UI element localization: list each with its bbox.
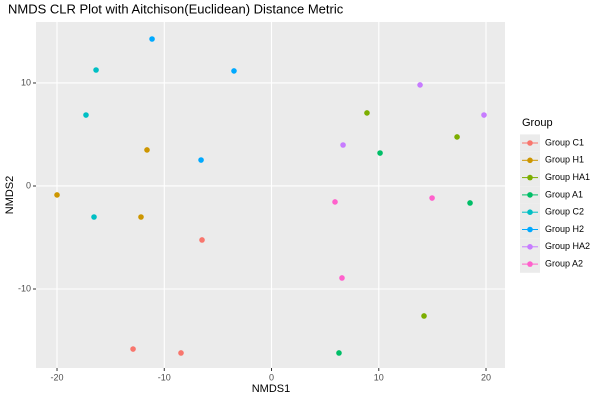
point xyxy=(199,237,205,243)
x-tick-label: -10 xyxy=(158,372,171,382)
point xyxy=(198,157,204,163)
legend-marker xyxy=(527,226,533,233)
y-tick-label: 0 xyxy=(26,180,31,190)
legend-label: Group HA1 xyxy=(545,172,590,182)
y-axis-label: NMDS2 xyxy=(4,176,16,215)
point xyxy=(93,67,99,73)
point xyxy=(178,350,184,356)
point xyxy=(231,68,237,74)
point xyxy=(377,150,383,156)
point xyxy=(417,82,423,88)
legend-label: Group A2 xyxy=(545,258,583,268)
point xyxy=(421,313,427,319)
x-axis-label: NMDS1 xyxy=(252,383,291,395)
legend-label: Group H2 xyxy=(545,224,584,234)
point xyxy=(83,112,89,118)
legend-label: Group C2 xyxy=(545,207,584,217)
legend-marker xyxy=(527,140,533,146)
legend-marker xyxy=(527,192,533,198)
point xyxy=(339,275,345,281)
x-tick-label: 10 xyxy=(374,372,384,382)
point xyxy=(467,200,473,206)
point xyxy=(138,214,144,220)
legend-label: Group HA2 xyxy=(545,241,590,251)
point xyxy=(332,199,338,205)
chart-title: NMDS CLR Plot with Aitchison(Euclidean) … xyxy=(8,1,344,16)
x-tick-label: -20 xyxy=(51,372,64,382)
y-tick-label: -10 xyxy=(18,283,31,293)
point xyxy=(144,147,150,153)
legend-title: Group xyxy=(522,117,553,129)
point xyxy=(340,142,346,148)
x-tick-label: 20 xyxy=(481,372,491,382)
point xyxy=(91,214,97,220)
legend-marker xyxy=(527,261,533,267)
legend-marker xyxy=(527,174,533,181)
point xyxy=(336,350,342,356)
point xyxy=(454,134,460,140)
legend-marker xyxy=(527,244,533,250)
point xyxy=(130,346,136,352)
point xyxy=(364,110,370,116)
point xyxy=(429,195,435,201)
point xyxy=(481,112,487,118)
legend-label: Group H1 xyxy=(545,155,584,165)
point xyxy=(54,192,60,198)
legend-label: Group A1 xyxy=(545,189,583,199)
legend-label: Group C1 xyxy=(545,137,584,147)
x-tick-label: 0 xyxy=(269,372,274,382)
panel xyxy=(36,22,505,368)
legend-marker xyxy=(527,209,533,215)
legend-marker xyxy=(527,157,533,164)
y-tick-label: 10 xyxy=(21,77,31,87)
point xyxy=(149,36,155,42)
